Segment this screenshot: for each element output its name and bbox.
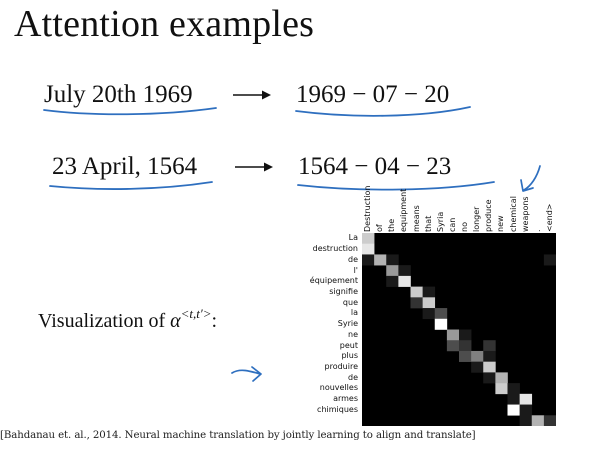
heatmap-cell	[519, 404, 533, 416]
heatmap-cell	[362, 254, 375, 266]
source-word-label: means	[411, 205, 421, 232]
source-word-label: .	[532, 229, 542, 232]
example-1-input: July 20th 1969	[44, 81, 193, 108]
target-word-label: de	[348, 372, 358, 382]
heatmap-cell	[459, 340, 472, 352]
target-word-label: la	[350, 308, 358, 318]
source-word-label: longer	[472, 206, 482, 232]
target-word-label: l'	[353, 265, 358, 275]
heatmap-cell	[362, 233, 375, 245]
heatmap-cell	[519, 393, 533, 405]
source-word-label: Syria	[435, 211, 445, 232]
alpha-superscript: <t,t′>	[180, 306, 212, 321]
visualization-label-suffix: :	[211, 310, 218, 332]
heatmap-cell	[495, 372, 508, 384]
source-word-label: chemical	[508, 196, 518, 232]
source-word-label: weapons	[520, 196, 530, 232]
slide-title: Attention examples	[14, 3, 315, 45]
heatmap-cell	[422, 308, 436, 320]
heatmap-cell	[446, 340, 460, 352]
heatmap-cell	[471, 361, 484, 373]
heatmap-cell	[531, 415, 545, 426]
source-word-label: equipment	[399, 188, 409, 232]
target-word-label: plus	[341, 351, 358, 361]
visualization-label: Visualization of α<t,t′>:	[38, 302, 217, 333]
heatmap-cell	[386, 275, 399, 287]
heatmap-cell	[459, 350, 472, 362]
heatmap-cell	[446, 329, 460, 341]
heatmap-cell	[483, 340, 496, 352]
arrow-right-icon	[235, 162, 273, 172]
target-word-label: destruction	[312, 244, 358, 254]
target-word-label: produire	[324, 362, 359, 372]
heatmap-cell	[543, 415, 556, 426]
target-word-label: Syrie	[337, 319, 358, 329]
heatmap-cell	[422, 297, 436, 309]
heatmap-cell	[410, 286, 423, 298]
alpha-symbol: α	[170, 310, 181, 332]
heatmap-cell	[434, 318, 448, 330]
source-word-label: of	[375, 224, 385, 232]
source-word-label: no	[460, 222, 470, 232]
heatmap-cell	[483, 350, 496, 362]
target-word-label: que	[342, 297, 358, 307]
heatmap-cell	[398, 265, 411, 277]
heatmap-cell	[495, 383, 508, 395]
source-word-label: that	[423, 215, 433, 232]
example-1-output: 1969 − 07 − 20	[296, 81, 450, 108]
source-word-label: can	[447, 217, 457, 232]
target-word-label: armes	[333, 394, 358, 404]
heatmap-cell	[471, 350, 484, 362]
target-word-label: chimiques	[317, 404, 358, 414]
attention-heatmap	[362, 233, 556, 426]
heatmap-cell	[434, 308, 448, 320]
source-word-label: produce	[484, 199, 494, 232]
arrow-right-icon	[233, 90, 271, 100]
heatmap-cell	[374, 254, 387, 266]
heatmap-cell	[483, 361, 496, 373]
heatmap-cell	[507, 393, 520, 405]
target-word-label: de	[348, 254, 358, 264]
heatmap-cell	[410, 297, 423, 309]
target-word-label: équipement	[309, 276, 358, 286]
heatmap-cell	[507, 383, 520, 395]
source-word-label: Destruction	[363, 185, 373, 232]
heatmap-cell	[422, 286, 436, 298]
target-word-label: nouvelles	[319, 383, 358, 393]
heatmap-cell	[543, 254, 556, 266]
heatmap-cell	[398, 275, 411, 287]
heatmap-cell	[483, 372, 496, 384]
heatmap-cell	[386, 265, 399, 277]
source-word-label: the	[387, 218, 397, 232]
citation: [Bahdanau et. al., 2014. Neural machine …	[0, 430, 476, 441]
heatmap-cell	[519, 415, 533, 426]
source-word-label: new	[496, 215, 506, 232]
visualization-label-prefix: Visualization of	[38, 310, 171, 332]
heatmap-cell	[507, 404, 520, 416]
target-word-label: ne	[348, 329, 358, 339]
source-word-label: <end>	[544, 203, 554, 232]
example-2-output: 1564 − 04 − 23	[298, 153, 452, 180]
heatmap-cell	[386, 254, 399, 266]
target-word-label: signifie	[329, 286, 358, 296]
heatmap-cell	[362, 243, 375, 255]
target-word-label: peut	[339, 340, 358, 350]
heatmap-cell	[459, 329, 472, 341]
example-2-input: 23 April, 1564	[52, 153, 198, 180]
target-word-label: La	[348, 233, 358, 243]
